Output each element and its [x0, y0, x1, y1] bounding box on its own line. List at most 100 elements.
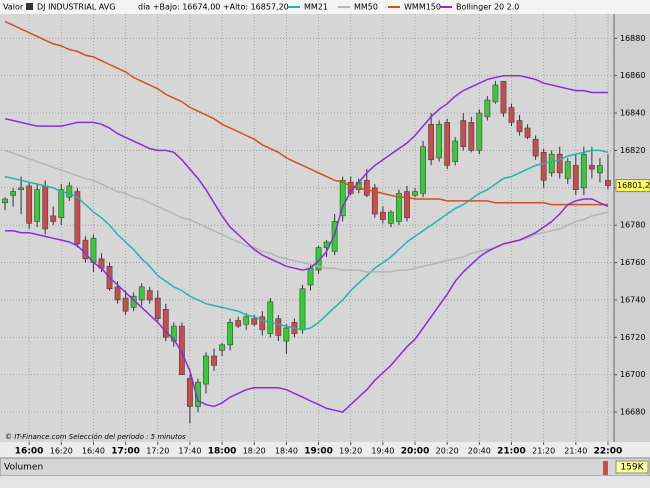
x-tick-label: 20:20: [436, 447, 459, 456]
candle-body: [235, 320, 242, 327]
y-tick-label: 16860: [620, 71, 645, 80]
legend-label: MM21: [304, 3, 328, 12]
chart-subtitle: día +Bajo: 16674,00 +Alto: 16857,20: [138, 3, 289, 12]
candle-body: [34, 189, 41, 222]
candle-body: [428, 123, 435, 161]
candle-body: [243, 316, 250, 325]
footer: © IT-Finance.com Selección del período :…: [5, 433, 186, 441]
candle-body: [219, 344, 225, 351]
bollinger-lower: [5, 198, 609, 413]
header-label: Valor: [3, 3, 24, 12]
candle-body: [82, 239, 89, 260]
candle-body: [138, 286, 145, 301]
x-tick-label: 21:40: [564, 447, 587, 456]
candle-body: [484, 99, 491, 118]
candle-body: [605, 180, 611, 186]
candle-body: [548, 153, 555, 174]
candle-body: [50, 215, 57, 222]
candle-body: [275, 318, 282, 336]
x-tick-label: 19:40: [371, 447, 394, 456]
candle-body: [267, 301, 274, 334]
candle-body: [58, 189, 65, 219]
x-tick-label: 16:00: [15, 447, 44, 457]
candle-body: [363, 180, 370, 196]
candle-body: [564, 161, 571, 179]
candle-body: [195, 381, 201, 407]
indicator-line: [4, 149, 609, 331]
candle-body: [339, 180, 346, 217]
candle-body: [412, 191, 418, 196]
volume-bar: [603, 461, 608, 475]
last-price-label: 16801,20: [617, 181, 650, 190]
candle-body: [388, 211, 394, 224]
candle-body: [18, 187, 24, 190]
candle-body: [516, 120, 523, 133]
candle-body: [524, 127, 531, 138]
candle-body: [396, 193, 402, 222]
volume-label: 159K: [620, 463, 644, 473]
legend-label: Bollinger 20 2.0: [456, 3, 519, 12]
header-bar: [0, 0, 650, 14]
candle-body: [588, 165, 595, 170]
candle-body: [170, 325, 177, 342]
candle-body: [10, 191, 16, 196]
x-tick-label: 16:40: [82, 447, 105, 456]
candle-body: [26, 185, 33, 224]
y-tick-label: 16780: [620, 221, 645, 230]
x-tick-label: 18:40: [275, 447, 298, 456]
candle-body: [307, 267, 314, 286]
y-axis-area: [614, 14, 650, 442]
legend-label: WMM150: [404, 3, 441, 12]
x-tick-label: 20:40: [468, 447, 491, 456]
candle-body: [42, 185, 49, 230]
y-tick-label: 16680: [620, 408, 645, 417]
candle-body: [259, 316, 266, 331]
candle-body: [162, 309, 169, 338]
y-tick-label: 16740: [620, 295, 645, 304]
last-price-box: [615, 179, 650, 193]
x-tick-label: 18:20: [243, 447, 266, 456]
candle-body: [444, 122, 451, 166]
bottom-panel: [0, 476, 650, 488]
candle-body: [540, 152, 547, 181]
x-tick-label: 19:00: [304, 447, 333, 457]
x-tick-label: 16:20: [50, 447, 73, 456]
x-tick-label: 17:40: [178, 447, 201, 456]
candle-body: [283, 327, 290, 342]
candle-body: [114, 286, 121, 301]
x-tick-label: 20:00: [401, 447, 430, 457]
bollinger-upper: [4, 74, 608, 271]
candle-body: [404, 191, 410, 219]
candle-body: [597, 165, 603, 174]
candle-body: [90, 237, 97, 263]
y-tick-label: 16820: [620, 146, 645, 155]
chart-title: DJ INDUSTRIAL AVG: [37, 3, 115, 12]
candle-body: [211, 355, 217, 366]
candle-body: [227, 322, 234, 346]
indicator-line: [4, 20, 608, 206]
candle-body: [187, 378, 193, 407]
x-tick-label: 21:00: [497, 447, 526, 457]
candle-body: [556, 153, 563, 174]
x-tick-label: 17:00: [111, 447, 140, 457]
candle-body: [379, 211, 386, 220]
y-tick-label: 16760: [620, 258, 645, 267]
x-tick-label: 19:20: [339, 447, 362, 456]
volume-title: Volumen: [4, 463, 43, 473]
plot-area: [0, 14, 614, 442]
candle-body: [468, 122, 475, 151]
candle-body: [371, 187, 378, 215]
x-tick-label: 21:20: [532, 447, 555, 456]
candle-body: [122, 297, 129, 312]
y-tick-label: 16880: [620, 34, 645, 43]
candle-body: [476, 112, 483, 151]
candle-body: [436, 123, 443, 159]
candle-body: [2, 198, 8, 204]
legend-label: MM50: [354, 3, 378, 12]
x-tick-label: 17:20: [146, 447, 169, 456]
candle-body: [154, 297, 161, 319]
candle-body: [331, 221, 338, 252]
y-tick-label: 16720: [620, 333, 645, 342]
x-axis-area: [0, 442, 650, 458]
